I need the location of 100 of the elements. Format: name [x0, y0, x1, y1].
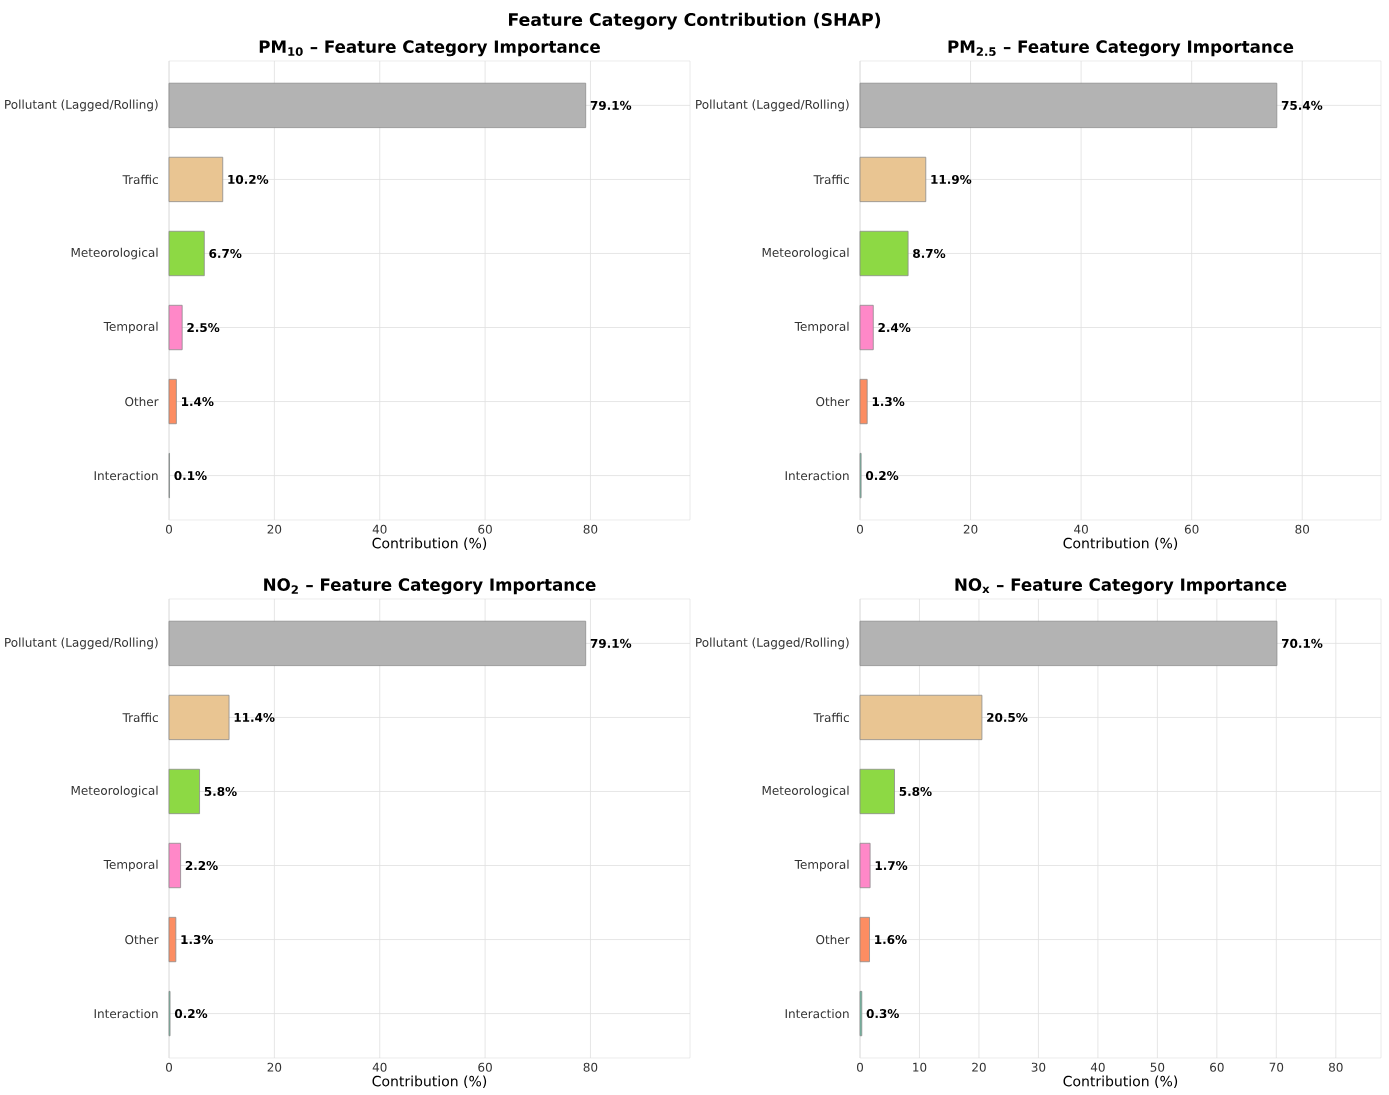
y-tick-label: Traffic	[813, 174, 849, 185]
data-label: 0.3%	[866, 1009, 899, 1019]
data-label: 1.4%	[182, 397, 214, 407]
y-tick-label: Traffic	[122, 712, 158, 723]
data-label: 11.4%	[234, 712, 275, 722]
bar	[859, 842, 871, 889]
bar	[168, 842, 181, 889]
y-tick-label: Interaction	[94, 1008, 158, 1019]
x-tick-label: 60	[1210, 1062, 1224, 1072]
bar	[859, 620, 1278, 667]
x-tick-label: 20	[972, 1062, 986, 1072]
y-tick-label: Pollutant (Lagged/Rolling)	[5, 99, 158, 112]
data-label: 1.6%	[875, 935, 907, 945]
x-tick-label: 30	[1031, 1062, 1046, 1072]
x-tick-label: 80	[1295, 524, 1310, 534]
x-tick-label: 60	[1184, 524, 1199, 534]
data-label: 2.5%	[187, 322, 220, 333]
y-tick-label: Other	[125, 934, 159, 945]
data-label: 6.7%	[209, 248, 242, 259]
x-tick-label: 80	[583, 1062, 598, 1072]
y-tick-label: Other	[125, 396, 159, 407]
bar	[168, 768, 200, 815]
y-tick-label: Meteorological	[71, 247, 158, 260]
y-tick-label: Meteorological	[762, 785, 849, 798]
x-tick-label: 20	[963, 524, 978, 534]
y-tick-label: Other	[816, 396, 850, 407]
x-tick-label: 40	[1090, 1062, 1105, 1072]
x-axis-title: Contribution (%)	[372, 1075, 487, 1089]
data-label: 75.4%	[1281, 100, 1323, 110]
bar	[168, 82, 587, 129]
data-label: 2.4%	[878, 322, 911, 333]
data-label: 2.2%	[185, 860, 218, 871]
data-label: 11.9%	[931, 174, 972, 184]
data-label: 10.2%	[228, 174, 269, 184]
bar	[859, 694, 983, 741]
y-tick-label: Temporal	[794, 321, 849, 334]
y-tick-label: Interaction	[785, 470, 849, 481]
bar	[859, 82, 1278, 129]
data-label: 0.2%	[865, 471, 899, 481]
x-tick-label: 40	[372, 1062, 387, 1072]
bar	[168, 378, 177, 425]
chart-title: PM$_{2.5}$ – Feature Category Importance	[948, 40, 1294, 57]
x-tick-label: 80	[1328, 1062, 1343, 1072]
x-tick-label: 60	[478, 524, 492, 534]
chart-title: NO$_{2}$ – Feature Category Importance	[264, 578, 596, 595]
x-tick-label: 0	[165, 1062, 173, 1072]
data-label: 1.7%	[875, 860, 908, 871]
y-tick-label: Traffic	[813, 712, 849, 723]
x-axis-title: Contribution (%)	[372, 537, 487, 551]
bar	[859, 768, 895, 815]
y-tick-label: Meteorological	[762, 247, 849, 260]
data-label: 1.3%	[181, 935, 214, 945]
text: Feature Category Contribution (SHAP)	[509, 12, 881, 30]
y-tick-label: Meteorological	[71, 785, 158, 798]
chart-title: PM$_{10}$ – Feature Category Importance	[259, 40, 600, 57]
y-tick-label: Temporal	[103, 859, 158, 872]
x-tick-label: 80	[583, 524, 598, 534]
x-tick-label: 60	[478, 1062, 492, 1072]
x-axis-title: Contribution (%)	[1063, 1075, 1178, 1089]
bar	[168, 230, 205, 277]
bar	[859, 378, 868, 425]
x-tick-label: 40	[1074, 524, 1088, 534]
y-tick-label: Temporal	[103, 321, 158, 334]
data-label: 8.7%	[913, 248, 946, 259]
y-tick-label: Pollutant (Lagged/Rolling)	[696, 99, 849, 112]
x-tick-label: 0	[856, 1062, 864, 1072]
bar	[168, 620, 587, 667]
data-label: 70.1%	[1281, 638, 1323, 648]
x-tick-label: 40	[372, 524, 387, 534]
y-tick-label: Pollutant (Lagged/Rolling)	[5, 637, 158, 650]
y-tick-label: Interaction	[94, 470, 158, 481]
chart-title: NO$_{x}$ – Feature Category Importance	[955, 578, 1287, 595]
bar	[859, 230, 909, 277]
x-tick-label: 50	[1150, 1062, 1165, 1072]
x-tick-label: 0	[856, 524, 864, 534]
data-label: 79.1%	[590, 100, 632, 110]
data-label: 5.8%	[204, 786, 237, 797]
x-tick-label: 20	[267, 1062, 282, 1072]
bar	[859, 304, 874, 351]
data-label: 1.3%	[872, 397, 905, 407]
y-tick-label: Traffic	[122, 174, 158, 185]
bar	[168, 156, 224, 203]
bar	[168, 694, 230, 741]
x-tick-label: 10	[913, 1062, 927, 1072]
x-tick-label: 0	[165, 524, 173, 534]
data-label: 20.5%	[987, 712, 1028, 722]
data-label: 79.1%	[590, 638, 632, 648]
x-tick-label: 70	[1269, 1062, 1284, 1072]
y-tick-label: Interaction	[785, 1008, 849, 1019]
data-label: 0.2%	[174, 1009, 208, 1019]
bar	[859, 156, 927, 203]
x-tick-label: 20	[267, 524, 282, 534]
y-tick-label: Pollutant (Lagged/Rolling)	[696, 637, 849, 650]
x-axis-title: Contribution (%)	[1063, 537, 1178, 551]
y-tick-label: Temporal	[794, 859, 849, 872]
data-label: 0.1%	[174, 471, 207, 481]
data-label: 5.8%	[899, 786, 932, 797]
y-tick-label: Other	[816, 934, 850, 945]
bar	[859, 916, 870, 963]
bar	[168, 304, 183, 351]
